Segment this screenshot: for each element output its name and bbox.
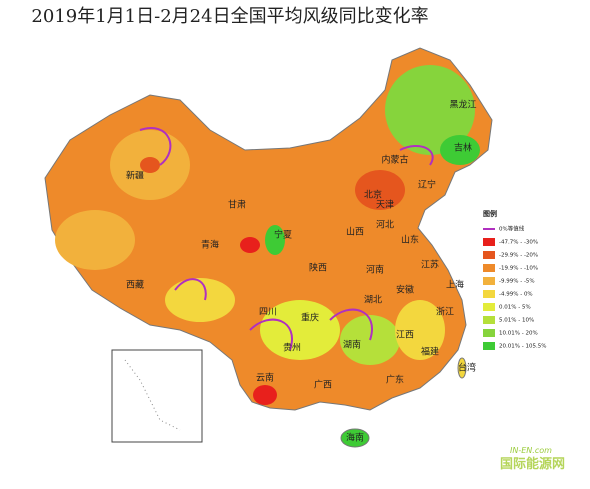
legend-label: -29.9% - -20%	[499, 253, 538, 259]
province-label: 青海	[201, 239, 219, 251]
legend-label: 0.01% - 5%	[499, 305, 531, 311]
legend-label: -4.99% - 0%	[499, 292, 533, 298]
legend-swatch	[483, 277, 495, 285]
legend-label: 10.01% - 20%	[499, 331, 538, 337]
province-label: 广东	[386, 374, 404, 386]
legend-swatch	[483, 251, 495, 259]
province-label: 贵州	[283, 342, 301, 354]
watermark-name: 国际能源网	[500, 456, 565, 472]
province-label: 宁夏	[274, 229, 292, 241]
province-label: 重庆	[301, 312, 319, 324]
china-map	[44, 47, 493, 448]
province-label: 北京	[364, 189, 382, 201]
legend-swatch	[483, 342, 495, 350]
province-label: 安徽	[396, 284, 414, 296]
legend: 图例 0%等值线 -47.7% - -30% -29.9% - -20% -19.9%…	[483, 209, 546, 350]
province-label: 陕西	[309, 262, 327, 274]
legend-swatch	[483, 290, 495, 298]
province-label: 新疆	[126, 170, 144, 182]
province-label: 云南	[256, 372, 274, 384]
legend-swatch	[483, 303, 495, 311]
province-label: 天津	[376, 200, 394, 211]
province-label: 西藏	[126, 279, 144, 291]
province-label: 河北	[376, 219, 394, 231]
title: 2019年1月1日-2月24日全国平均风级同比变化率	[31, 6, 428, 27]
province-label: 上海	[446, 279, 464, 291]
province-label: 广西	[314, 379, 332, 391]
province-label: 福建	[421, 346, 439, 358]
legend-swatch	[483, 264, 495, 272]
legend-label: -19.9% - -10%	[499, 266, 538, 272]
province-label: 内蒙古	[381, 154, 408, 166]
legend-title: 图例	[483, 209, 497, 218]
province-label: 湖北	[364, 295, 382, 306]
province-label: 吉林	[454, 142, 472, 154]
province-label: 山西	[346, 227, 364, 238]
province-label: 浙江	[436, 306, 454, 318]
province-label: 江西	[396, 330, 414, 341]
province-label: 湖南	[343, 339, 361, 351]
legend-label: 0%等值线	[499, 225, 525, 233]
legend-label: -47.7% - -30%	[499, 240, 538, 246]
legend-label: 5.01% - 10%	[499, 318, 534, 324]
legend-swatch	[483, 316, 495, 324]
province-label: 河南	[366, 264, 384, 276]
province-label: 黑龙江	[449, 99, 476, 111]
province-label: 海南	[346, 432, 364, 444]
watermark-site: IN-EN.com	[510, 446, 552, 455]
province-label: 甘肃	[228, 199, 246, 211]
province-label: 山东	[401, 234, 419, 246]
legend-label: -9.99% - -5%	[499, 279, 535, 285]
province-label: 江苏	[421, 259, 439, 271]
province-label: 四川	[259, 308, 277, 318]
province-label: 辽宁	[418, 179, 436, 191]
province-label: 台湾	[458, 362, 476, 374]
legend-swatch	[483, 238, 495, 246]
legend-swatch	[483, 329, 495, 337]
legend-label: 20.01% - 105.5%	[499, 344, 546, 350]
